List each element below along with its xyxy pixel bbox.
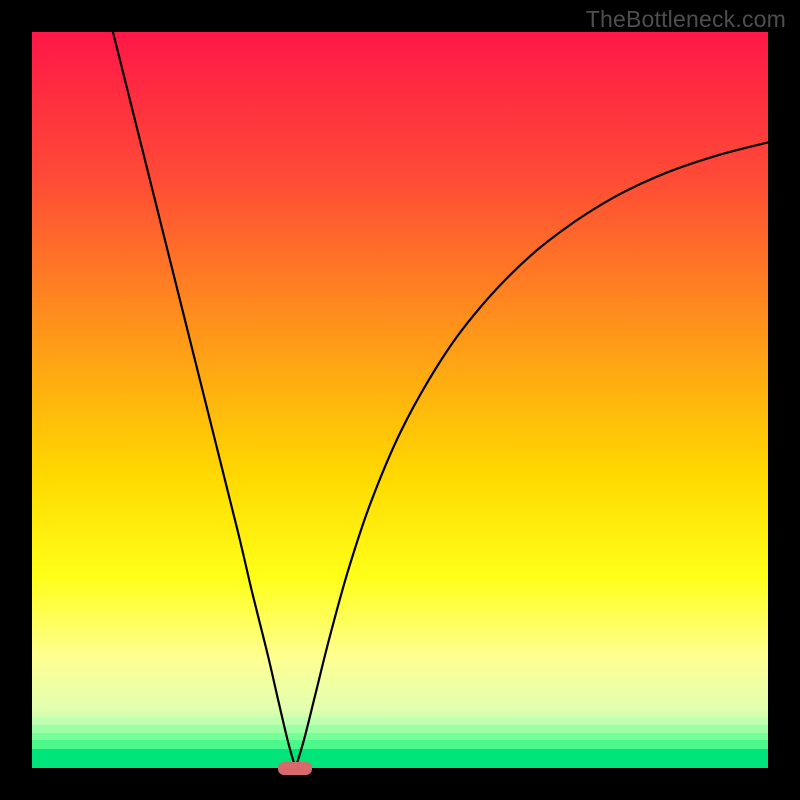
bottleneck-curve	[32, 32, 768, 768]
plot-area	[32, 32, 768, 768]
optimum-marker	[278, 762, 312, 775]
watermark-text: TheBottleneck.com	[586, 6, 786, 33]
